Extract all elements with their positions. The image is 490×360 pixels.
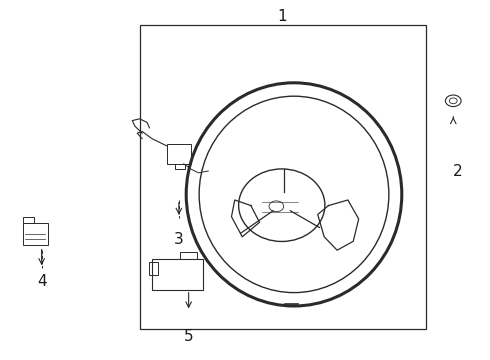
Text: 1: 1 [277, 9, 287, 24]
Text: 4: 4 [37, 274, 47, 289]
Bar [149, 262, 158, 274]
Bar [180, 252, 197, 259]
Bar [23, 223, 48, 245]
Text: 3: 3 [174, 232, 184, 247]
Bar [152, 259, 203, 290]
Bar [140, 25, 426, 329]
Bar [23, 217, 34, 223]
Bar [167, 144, 191, 164]
Text: 2: 2 [453, 164, 463, 179]
Text: 5: 5 [184, 329, 194, 345]
